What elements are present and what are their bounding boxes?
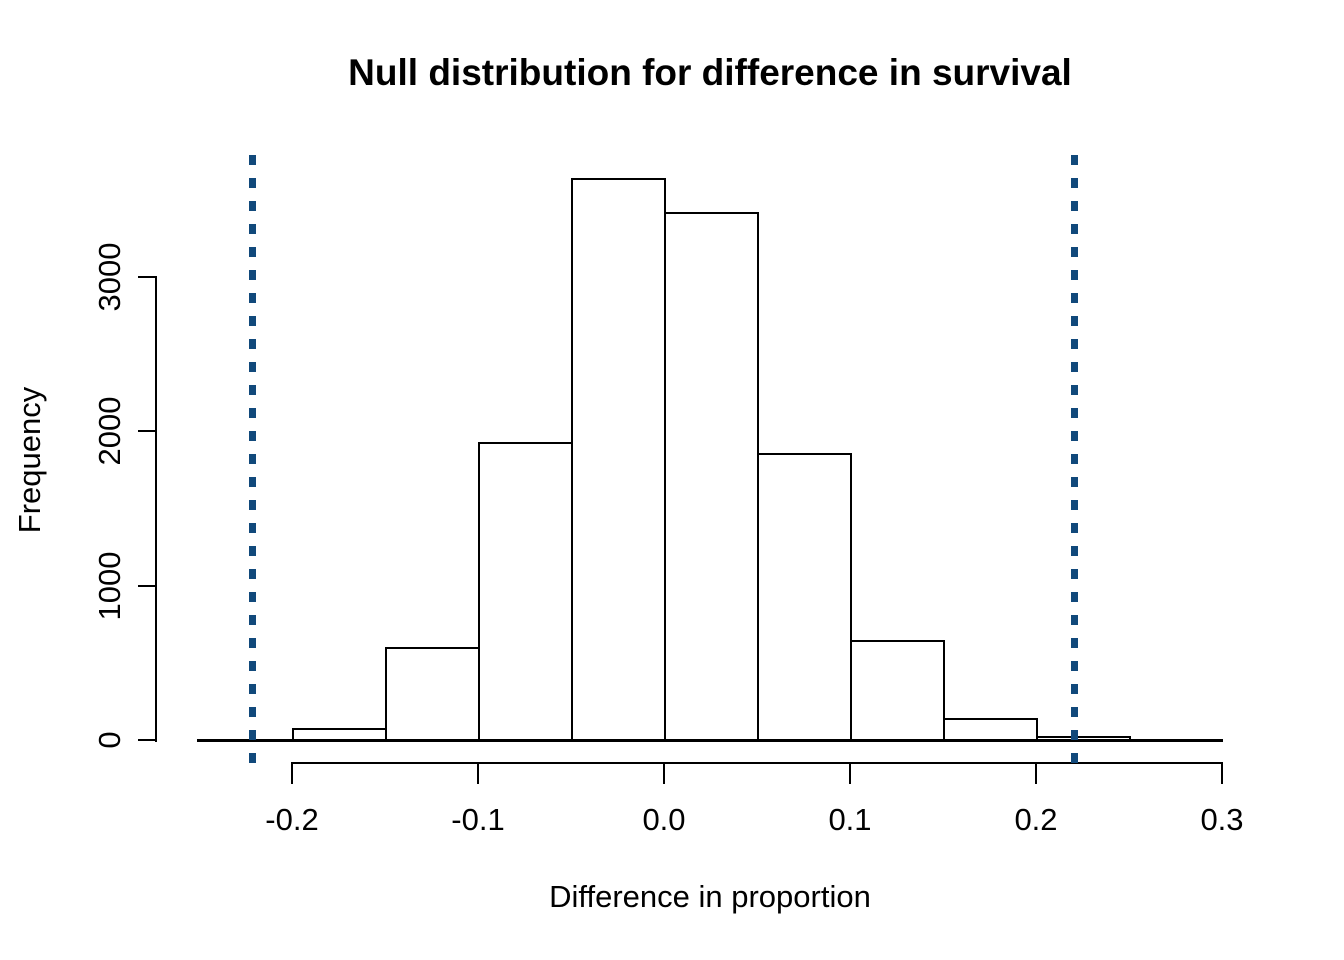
x-tick bbox=[477, 762, 479, 784]
y-tick-label: 0 bbox=[92, 731, 127, 749]
null-boundary-vline bbox=[1071, 155, 1079, 767]
chart-title: Null distribution for difference in surv… bbox=[348, 52, 1072, 93]
y-tick bbox=[138, 430, 157, 433]
y-tick bbox=[138, 584, 157, 587]
histogram-bar bbox=[571, 178, 666, 741]
y-tick bbox=[138, 276, 157, 278]
x-tick-label: 0.1 bbox=[828, 802, 872, 837]
histogram-bar bbox=[757, 453, 852, 741]
zero-baseline bbox=[197, 739, 1223, 742]
x-tick-label: 0.0 bbox=[642, 802, 686, 837]
x-tick bbox=[1035, 762, 1037, 784]
histogram-bar bbox=[664, 212, 759, 741]
y-tick-label: 2000 bbox=[92, 396, 127, 466]
x-tick-label: -0.1 bbox=[451, 802, 505, 837]
y-axis-line bbox=[155, 276, 157, 742]
x-tick bbox=[849, 762, 851, 784]
x-tick bbox=[291, 762, 293, 784]
null-boundary-vline bbox=[248, 155, 256, 767]
histogram-bar bbox=[385, 647, 480, 741]
x-axis-label: Difference in proportion bbox=[549, 879, 871, 914]
y-tick-label: 3000 bbox=[92, 242, 127, 312]
histogram-bar bbox=[850, 640, 945, 741]
x-tick bbox=[1221, 762, 1223, 784]
y-tick bbox=[138, 739, 157, 741]
x-axis-line bbox=[291, 762, 1223, 764]
histogram-bar bbox=[943, 718, 1038, 741]
x-tick bbox=[663, 762, 665, 784]
x-tick-label: 0.2 bbox=[1014, 802, 1058, 837]
x-tick-label: -0.2 bbox=[265, 802, 319, 837]
y-tick-label: 1000 bbox=[92, 551, 127, 621]
x-tick-label: 0.3 bbox=[1200, 802, 1244, 837]
histogram-bar bbox=[478, 442, 573, 741]
